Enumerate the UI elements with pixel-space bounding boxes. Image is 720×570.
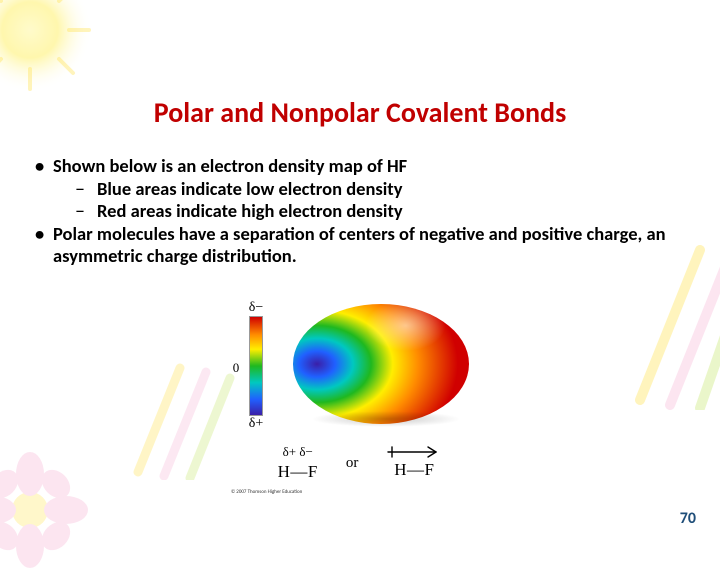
density-egg-shadow xyxy=(311,411,461,427)
dipole-arrow-icon xyxy=(386,445,442,459)
bond-left-pair: H—F xyxy=(278,461,318,484)
page-number: 70 xyxy=(680,509,696,528)
bullet-1b-text: Red areas indicate high electron density xyxy=(97,200,685,223)
colorbar-mid-label: 0 xyxy=(233,360,240,376)
density-map-row: δ− δ+ 0 xyxy=(249,298,472,433)
colorbar-top-label: δ− xyxy=(249,300,264,316)
colorbar-bottom-label: δ+ xyxy=(249,416,264,432)
bond-right-pair: H—F xyxy=(394,459,434,482)
dash-icon: – xyxy=(75,178,97,201)
bond-or-text: or xyxy=(346,455,359,472)
bullet-dot-icon: • xyxy=(35,155,53,178)
bullet-1: • Shown below is an electron density map… xyxy=(35,155,685,178)
bond-right: H—F xyxy=(386,445,442,482)
bond-left: δ+ δ− H—F xyxy=(278,443,318,483)
bullet-dot-icon: • xyxy=(35,223,53,268)
slide-title: Polar and Nonpolar Covalent Bonds xyxy=(0,95,720,130)
bg-sun-top-left xyxy=(0,0,95,95)
bullet-2: • Polar molecules have a separation of c… xyxy=(35,223,685,268)
slide-body: • Shown below is an electron density map… xyxy=(35,155,685,268)
bond-left-charges: δ+ δ− xyxy=(283,443,313,461)
bullet-1-text: Shown below is an electron density map o… xyxy=(53,155,685,178)
bullet-1a: – Blue areas indicate low electron densi… xyxy=(75,178,685,201)
density-egg xyxy=(281,298,471,433)
bullet-1b: – Red areas indicate high electron densi… xyxy=(75,200,685,223)
figure-area: δ− δ+ 0 xyxy=(0,298,720,495)
figure-credit: © 2007 Thomson Higher Education xyxy=(231,489,302,495)
bond-notation: δ+ δ− H—F or H—F xyxy=(278,443,443,483)
bullet-2-text: Polar molecules have a separation of cen… xyxy=(53,223,685,268)
bullet-1a-text: Blue areas indicate low electron density xyxy=(97,178,685,201)
colorbar-gradient xyxy=(249,316,263,416)
dash-icon: – xyxy=(75,200,97,223)
colorbar: δ− δ+ 0 xyxy=(249,300,264,432)
